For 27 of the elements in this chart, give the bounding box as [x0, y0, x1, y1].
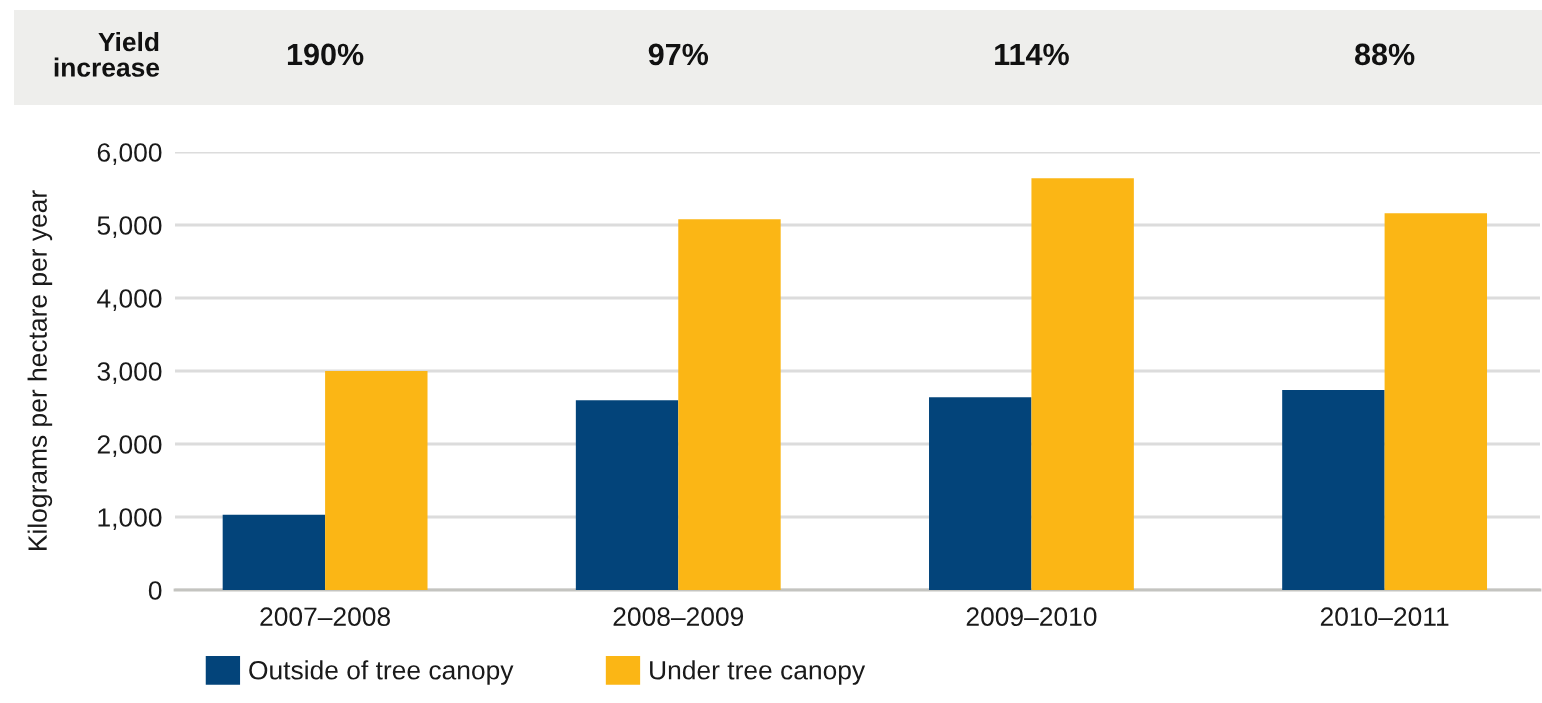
- bar: [1282, 389, 1385, 590]
- text: Yield increase: [54, 31, 160, 77]
- text: 114%: [995, 43, 1069, 66]
- legend-label: Outside of tree canopy: [249, 660, 514, 685]
- text: 190%: [287, 43, 364, 66]
- legend-label: Under tree canopy: [650, 660, 866, 685]
- bar: [678, 219, 781, 590]
- bar: [325, 371, 428, 590]
- x-tick-label: 2009–2010: [966, 607, 1097, 627]
- bar: [222, 514, 326, 590]
- x-tick-label: 2010–2011: [1320, 607, 1449, 627]
- y-tick-label: 2,000: [97, 435, 162, 457]
- y-tick-label: 3,000: [97, 362, 162, 384]
- y-tick-label: 5,000: [97, 216, 162, 238]
- y-tick-label: 6,000: [97, 143, 162, 165]
- y-tick-label: 1,000: [98, 508, 162, 530]
- text: 88%: [1355, 43, 1415, 66]
- text: 97%: [648, 43, 709, 66]
- bar: [1384, 213, 1488, 590]
- y-tick-label: 0: [148, 581, 162, 600]
- x-tick-label: 2008–2009: [613, 607, 744, 627]
- y-axis-title: Kilograms per hectare per year: [27, 190, 53, 550]
- bar: [929, 397, 1032, 590]
- y-tick-label: 4,000: [97, 289, 162, 311]
- bar: [1031, 178, 1134, 590]
- x-tick-label: 2007–2008: [260, 607, 390, 627]
- bar: [575, 400, 679, 590]
